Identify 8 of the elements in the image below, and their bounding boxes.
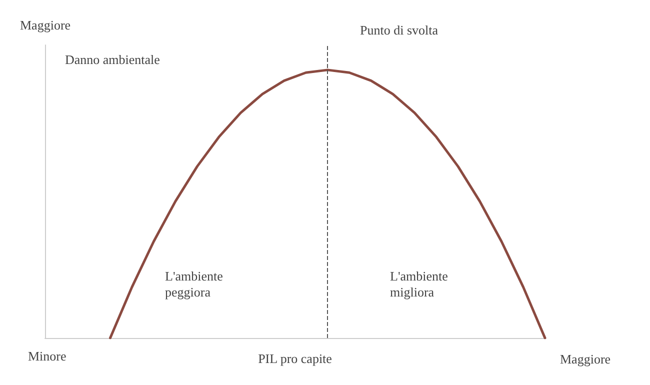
text: Maggiore: [20, 18, 71, 32]
y-axis-title: Danno ambientale: [65, 52, 160, 67]
x-axis-title: PIL pro capite: [258, 351, 332, 366]
text: Punto di svolta: [360, 22, 438, 38]
annotation: L'ambiente migliora: [390, 268, 448, 300]
text: Minore: [28, 348, 66, 364]
text: Maggiore: [560, 352, 611, 366]
annotation: L'ambiente peggiora: [165, 268, 224, 300]
